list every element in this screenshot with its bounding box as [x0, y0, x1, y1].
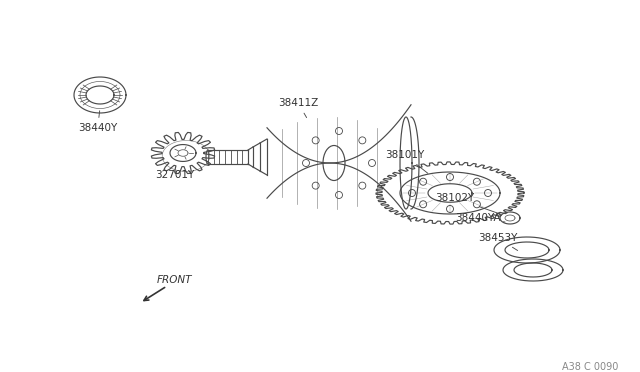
Text: 38440YA: 38440YA	[455, 213, 505, 223]
Text: A38 C 0090: A38 C 0090	[562, 362, 618, 372]
Text: 38453Y: 38453Y	[478, 233, 518, 250]
Text: 38102Y: 38102Y	[435, 193, 500, 214]
Text: FRONT: FRONT	[157, 275, 193, 285]
Text: 38101Y: 38101Y	[385, 150, 428, 173]
Text: 32701Y: 32701Y	[155, 170, 195, 180]
Text: 38411Z: 38411Z	[278, 98, 318, 118]
Text: 38440Y: 38440Y	[78, 111, 117, 133]
